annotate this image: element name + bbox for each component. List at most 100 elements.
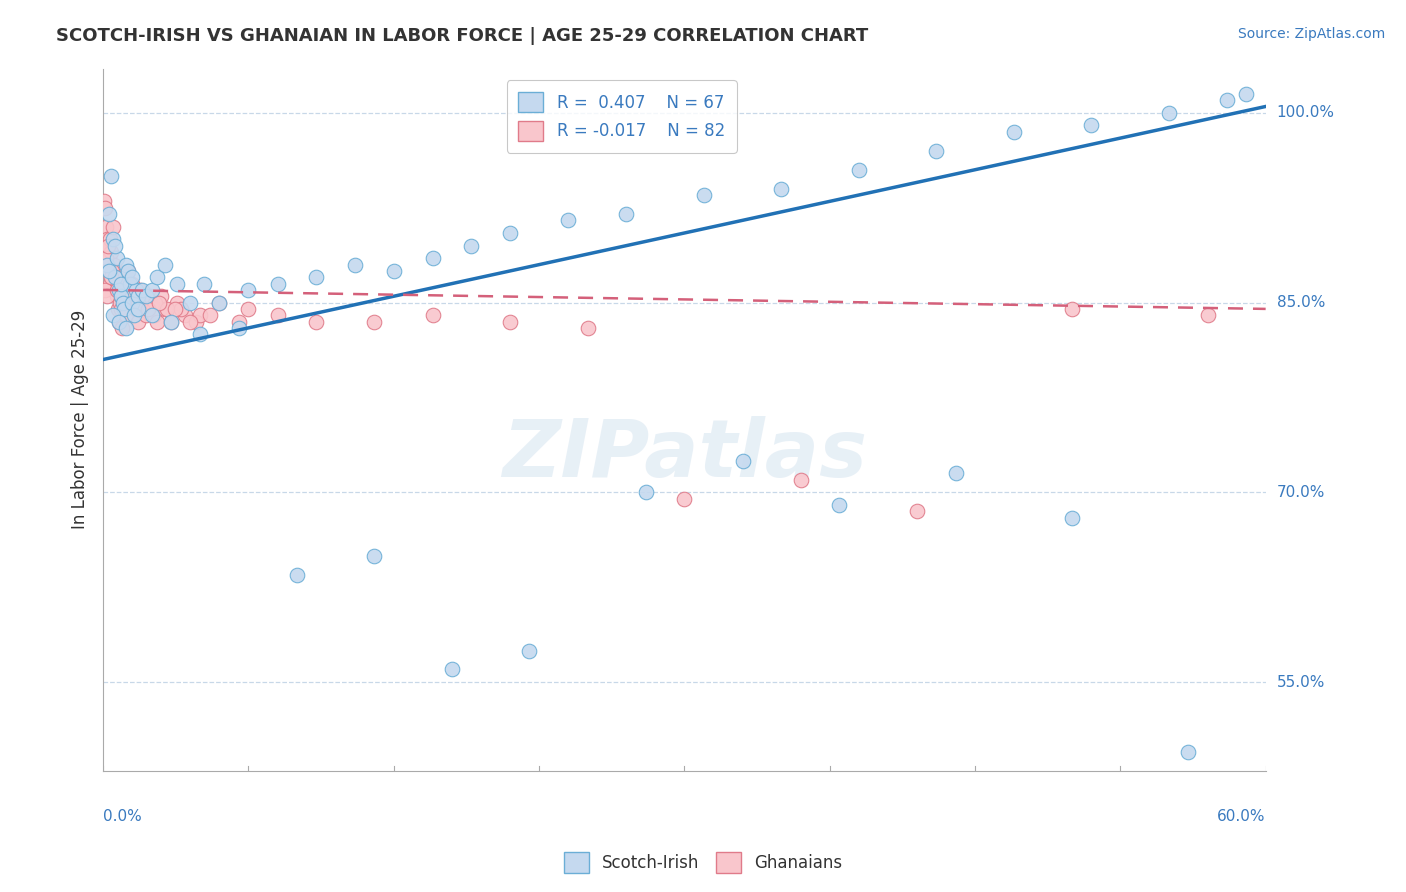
Point [98, 277, 121, 291]
Point [179, 295, 201, 310]
Point [160, 314, 183, 328]
Point [105, 289, 128, 303]
Text: 85.0%: 85.0% [1277, 295, 1324, 310]
Point [111, 289, 134, 303]
Text: 0.0%: 0.0% [103, 809, 142, 824]
Point [103, 258, 125, 272]
Point [96, 258, 118, 272]
Point [115, 258, 138, 272]
Point [238, 283, 260, 297]
Point [208, 295, 231, 310]
Point [104, 270, 127, 285]
Point [166, 277, 188, 291]
Point [115, 321, 138, 335]
Point [228, 321, 250, 335]
Point [305, 270, 328, 285]
Point [97, 238, 120, 252]
Point [163, 301, 186, 316]
Point [127, 301, 149, 316]
Text: Source: ZipAtlas.com: Source: ZipAtlas.com [1237, 27, 1385, 41]
Point [266, 277, 288, 291]
Point [440, 663, 463, 677]
Point [731, 454, 754, 468]
Point [131, 289, 153, 303]
Point [184, 314, 207, 328]
Point [120, 277, 142, 291]
Point [114, 289, 136, 303]
Point [107, 277, 129, 291]
Point [96, 289, 118, 303]
Legend: Scotch-Irish, Ghanaians: Scotch-Irish, Ghanaians [557, 846, 849, 880]
Point [98, 232, 121, 246]
Point [127, 289, 149, 303]
Point [101, 264, 124, 278]
Point [135, 289, 157, 303]
Point [148, 295, 170, 310]
Point [1002, 125, 1025, 139]
Point [1177, 745, 1199, 759]
Point [129, 283, 152, 297]
Point [153, 258, 176, 272]
Point [1060, 510, 1083, 524]
Point [94, 201, 117, 215]
Point [114, 301, 136, 316]
Point [120, 295, 142, 310]
Point [127, 314, 149, 328]
Point [121, 277, 143, 291]
Point [188, 308, 211, 322]
Point [614, 207, 637, 221]
Point [142, 308, 165, 322]
Point [422, 308, 444, 322]
Point [945, 467, 967, 481]
Point [121, 295, 143, 310]
Point [117, 289, 139, 303]
Point [460, 238, 482, 252]
Point [1080, 119, 1102, 133]
Point [101, 232, 124, 246]
Point [110, 289, 132, 303]
Point [100, 270, 122, 285]
Point [97, 252, 120, 266]
Y-axis label: In Labor Force | Age 25-29: In Labor Force | Age 25-29 [72, 310, 89, 529]
Text: SCOTCH-IRISH VS GHANAIAN IN LABOR FORCE | AGE 25-29 CORRELATION CHART: SCOTCH-IRISH VS GHANAIAN IN LABOR FORCE … [56, 27, 869, 45]
Point [97, 264, 120, 278]
Point [146, 270, 169, 285]
Point [101, 308, 124, 322]
Point [105, 252, 128, 266]
Point [110, 277, 132, 291]
Point [107, 314, 129, 328]
Text: 70.0%: 70.0% [1277, 485, 1324, 500]
Point [110, 289, 132, 303]
Point [115, 308, 138, 322]
Point [122, 289, 145, 303]
Point [193, 277, 215, 291]
Point [208, 295, 231, 310]
Point [1060, 301, 1083, 316]
Point [101, 264, 124, 278]
Point [135, 308, 157, 322]
Point [141, 283, 163, 297]
Point [1216, 93, 1239, 107]
Point [110, 301, 132, 316]
Point [121, 270, 143, 285]
Point [97, 238, 120, 252]
Point [343, 258, 366, 272]
Point [693, 188, 716, 202]
Point [104, 270, 127, 285]
Point [382, 264, 405, 278]
Point [145, 295, 167, 310]
Point [104, 277, 127, 291]
Point [125, 301, 148, 316]
Point [557, 213, 579, 227]
Point [1157, 105, 1180, 120]
Point [156, 301, 179, 316]
Point [135, 289, 157, 303]
Point [94, 283, 117, 297]
Point [173, 308, 195, 322]
Point [153, 301, 176, 316]
Point [114, 277, 136, 291]
Point [117, 264, 139, 278]
Point [576, 321, 599, 335]
Point [107, 301, 129, 316]
Text: 55.0%: 55.0% [1277, 674, 1324, 690]
